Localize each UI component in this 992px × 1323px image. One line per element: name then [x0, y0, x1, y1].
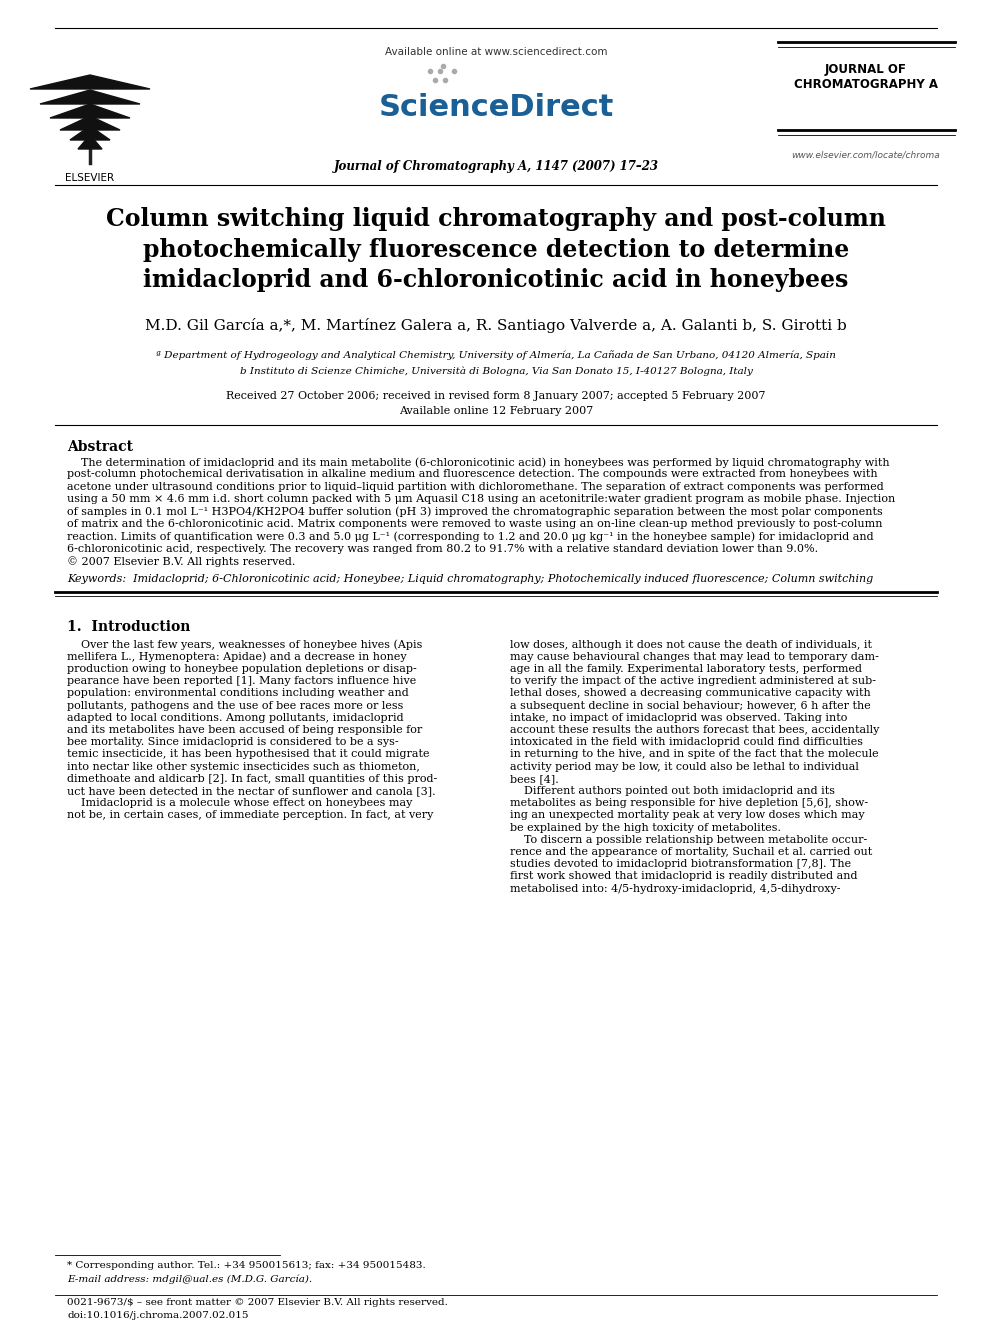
- Text: studies devoted to imidacloprid biotransformation [7,8]. The: studies devoted to imidacloprid biotrans…: [510, 859, 851, 869]
- Text: metabolites as being responsible for hive depletion [5,6], show-: metabolites as being responsible for hiv…: [510, 798, 868, 808]
- Text: adapted to local conditions. Among pollutants, imidacloprid: adapted to local conditions. Among pollu…: [67, 713, 404, 722]
- Polygon shape: [50, 105, 130, 118]
- Text: Column switching liquid chromatography and post-column
photochemically fluoresce: Column switching liquid chromatography a…: [106, 206, 886, 292]
- Text: reaction. Limits of quantification were 0.3 and 5.0 μg L⁻¹ (corresponding to 1.2: reaction. Limits of quantification were …: [67, 532, 874, 542]
- Text: ing an unexpected mortality peak at very low doses which may: ing an unexpected mortality peak at very…: [510, 811, 865, 820]
- Text: rence and the appearance of mortality, Suchail et al. carried out: rence and the appearance of mortality, S…: [510, 847, 872, 857]
- Text: Keywords:  Imidacloprid; 6-Chloronicotinic acid; Honeybee; Liquid chromatography: Keywords: Imidacloprid; 6-Chloronicotini…: [67, 574, 873, 583]
- Text: of samples in 0.1 mol L⁻¹ H3PO4/KH2PO4 buffer solution (pH 3) improved the chrom: of samples in 0.1 mol L⁻¹ H3PO4/KH2PO4 b…: [67, 507, 883, 517]
- Text: post-column photochemical derivatisation in alkaline medium and fluorescence det: post-column photochemical derivatisation…: [67, 470, 878, 479]
- Polygon shape: [60, 116, 120, 130]
- Point: [428, 69, 443, 90]
- Text: activity period may be low, it could also be lethal to individual: activity period may be low, it could als…: [510, 762, 859, 771]
- Text: dimethoate and aldicarb [2]. In fact, small quantities of this prod-: dimethoate and aldicarb [2]. In fact, sm…: [67, 774, 437, 783]
- Polygon shape: [40, 90, 140, 105]
- Polygon shape: [78, 135, 102, 149]
- Point: [433, 61, 448, 82]
- Text: www.elsevier.com/locate/chroma: www.elsevier.com/locate/chroma: [792, 149, 940, 159]
- Text: JOURNAL OF: JOURNAL OF: [825, 64, 907, 75]
- Text: bees [4].: bees [4].: [510, 774, 558, 783]
- Text: Abstract: Abstract: [67, 441, 133, 454]
- Text: 1.  Introduction: 1. Introduction: [67, 619, 190, 634]
- Text: ScienceDirect: ScienceDirect: [378, 93, 614, 122]
- Text: acetone under ultrasound conditions prior to liquid–liquid partition with dichlo: acetone under ultrasound conditions prio…: [67, 482, 884, 492]
- Text: 0021-9673/$ – see front matter © 2007 Elsevier B.V. All rights reserved.: 0021-9673/$ – see front matter © 2007 El…: [67, 1298, 447, 1307]
- Text: age in all the family. Experimental laboratory tests, performed: age in all the family. Experimental labo…: [510, 664, 862, 673]
- Text: intoxicated in the field with imidacloprid could find difficulties: intoxicated in the field with imidaclopr…: [510, 737, 863, 747]
- Text: 6-chloronicotinic acid, respectively. The recovery was ranged from 80.2 to 91.7%: 6-chloronicotinic acid, respectively. Th…: [67, 544, 818, 554]
- Text: in returning to the hive, and in spite of the fact that the molecule: in returning to the hive, and in spite o…: [510, 749, 879, 759]
- Text: Available online at www.sciencedirect.com: Available online at www.sciencedirect.co…: [385, 48, 607, 57]
- Text: Over the last few years, weaknesses of honeybee hives (Apis: Over the last few years, weaknesses of h…: [67, 639, 423, 650]
- Text: a subsequent decline in social behaviour; however, 6 h after the: a subsequent decline in social behaviour…: [510, 701, 871, 710]
- Text: b Instituto di Scienze Chimiche, Università di Bologna, Via San Donato 15, I-401: b Instituto di Scienze Chimiche, Univers…: [239, 366, 753, 377]
- Text: population: environmental conditions including weather and: population: environmental conditions inc…: [67, 688, 409, 699]
- Text: low doses, although it does not cause the death of individuals, it: low doses, although it does not cause th…: [510, 639, 872, 650]
- Polygon shape: [30, 75, 150, 89]
- Text: Journal of Chromatography A, 1147 (2007) 17–23: Journal of Chromatography A, 1147 (2007)…: [333, 160, 659, 173]
- Text: may cause behavioural changes that may lead to temporary dam-: may cause behavioural changes that may l…: [510, 652, 879, 662]
- Text: Received 27 October 2006; received in revised form 8 January 2007; accepted 5 Fe: Received 27 October 2006; received in re…: [226, 392, 766, 401]
- Text: * Corresponding author. Tel.: +34 950015613; fax: +34 950015483.: * Corresponding author. Tel.: +34 950015…: [67, 1261, 426, 1270]
- Text: lethal doses, showed a decreasing communicative capacity with: lethal doses, showed a decreasing commun…: [510, 688, 871, 699]
- Text: Available online 12 February 2007: Available online 12 February 2007: [399, 406, 593, 415]
- Text: uct have been detected in the nectar of sunflower and canola [3].: uct have been detected in the nectar of …: [67, 786, 435, 796]
- Text: production owing to honeybee population depletions or disap-: production owing to honeybee population …: [67, 664, 417, 673]
- Text: pearance have been reported [1]. Many factors influence hive: pearance have been reported [1]. Many fa…: [67, 676, 417, 687]
- Text: using a 50 mm × 4.6 mm i.d. short column packed with 5 μm Aquasil C18 using an a: using a 50 mm × 4.6 mm i.d. short column…: [67, 495, 895, 504]
- Text: CHROMATOGRAPHY A: CHROMATOGRAPHY A: [794, 78, 938, 91]
- Text: The determination of imidacloprid and its main metabolite (6-chloronicotinic aci: The determination of imidacloprid and it…: [67, 456, 890, 467]
- Point: [422, 61, 437, 82]
- Text: mellifera L., Hymenoptera: Apidae) and a decrease in honey: mellifera L., Hymenoptera: Apidae) and a…: [67, 652, 407, 663]
- Point: [435, 56, 451, 77]
- Text: intake, no impact of imidacloprid was observed. Taking into: intake, no impact of imidacloprid was ob…: [510, 713, 847, 722]
- Text: E-mail address: mdgil@ual.es (M.D.G. García).: E-mail address: mdgil@ual.es (M.D.G. Gar…: [67, 1274, 312, 1283]
- Text: Imidacloprid is a molecule whose effect on honeybees may: Imidacloprid is a molecule whose effect …: [67, 798, 413, 808]
- Point: [446, 61, 462, 82]
- Text: ELSEVIER: ELSEVIER: [65, 173, 114, 183]
- Text: doi:10.1016/j.chroma.2007.02.015: doi:10.1016/j.chroma.2007.02.015: [67, 1311, 249, 1320]
- Text: be explained by the high toxicity of metabolites.: be explained by the high toxicity of met…: [510, 823, 781, 832]
- Text: To discern a possible relationship between metabolite occur-: To discern a possible relationship betwe…: [510, 835, 867, 845]
- Text: metabolised into: 4/5-hydroxy-imidacloprid, 4,5-dihydroxy-: metabolised into: 4/5-hydroxy-imidaclopr…: [510, 884, 840, 893]
- Text: pollutants, pathogens and the use of bee races more or less: pollutants, pathogens and the use of bee…: [67, 701, 404, 710]
- Text: M.D. Gil García a,*, M. Martínez Galera a, R. Santiago Valverde a, A. Galanti b,: M.D. Gil García a,*, M. Martínez Galera …: [145, 318, 847, 333]
- Text: © 2007 Elsevier B.V. All rights reserved.: © 2007 Elsevier B.V. All rights reserved…: [67, 556, 296, 568]
- Text: not be, in certain cases, of immediate perception. In fact, at very: not be, in certain cases, of immediate p…: [67, 811, 434, 820]
- Text: Different authors pointed out both imidacloprid and its: Different authors pointed out both imida…: [510, 786, 835, 796]
- Point: [437, 69, 453, 90]
- Text: ª Department of Hydrogeology and Analytical Chemistry, University of Almería, La: ª Department of Hydrogeology and Analyti…: [156, 351, 836, 360]
- Text: of matrix and the 6-chloronicotinic acid. Matrix components were removed to wast: of matrix and the 6-chloronicotinic acid…: [67, 519, 883, 529]
- Text: bee mortality. Since imidacloprid is considered to be a sys-: bee mortality. Since imidacloprid is con…: [67, 737, 399, 747]
- Text: into nectar like other systemic insecticides such as thiometon,: into nectar like other systemic insectic…: [67, 762, 420, 771]
- Text: temic insecticide, it has been hypothesised that it could migrate: temic insecticide, it has been hypothesi…: [67, 749, 430, 759]
- Text: account these results the authors forecast that bees, accidentally: account these results the authors foreca…: [510, 725, 879, 736]
- Text: to verify the impact of the active ingredient administered at sub-: to verify the impact of the active ingre…: [510, 676, 876, 687]
- Text: and its metabolites have been accused of being responsible for: and its metabolites have been accused of…: [67, 725, 423, 736]
- Polygon shape: [70, 126, 110, 140]
- Text: first work showed that imidacloprid is readily distributed and: first work showed that imidacloprid is r…: [510, 872, 857, 881]
